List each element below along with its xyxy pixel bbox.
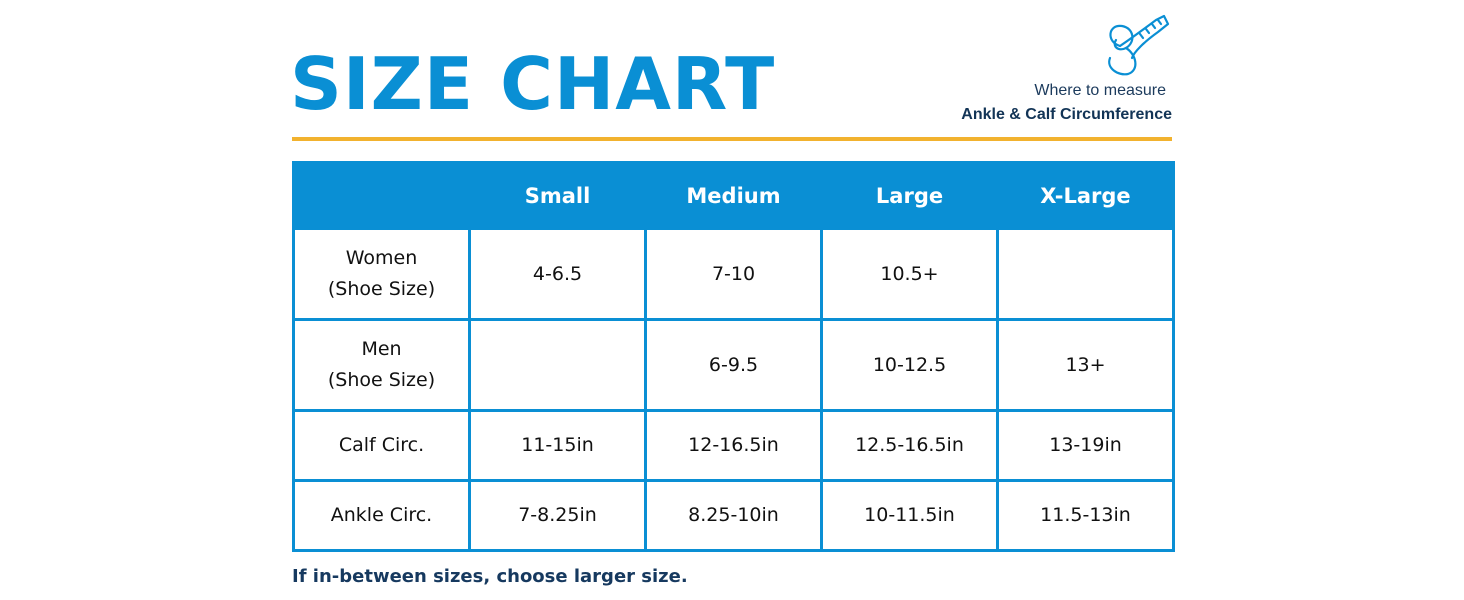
table-cell: 11.5-13in <box>996 479 1175 552</box>
table-header-row: Small Medium Large X-Large <box>292 161 1175 230</box>
row-label-line: Men <box>361 338 402 360</box>
measure-hint-line2: Ankle & Calf Circumference <box>961 106 1172 123</box>
row-label-line: Calf Circ. <box>338 434 425 456</box>
row-label: Men (Shoe Size) <box>292 318 471 412</box>
row-label: Calf Circ. <box>292 409 471 482</box>
title-divider <box>292 137 1172 141</box>
table-cell: 7-10 <box>644 227 823 321</box>
table-cell: 10-12.5 <box>820 318 999 412</box>
table-cell: 11-15in <box>468 409 647 482</box>
row-label: Women (Shoe Size) <box>292 227 471 321</box>
header-cell-small: Small <box>468 161 647 230</box>
row-label-line: Women <box>345 247 418 269</box>
table-row-calf: Calf Circ. 11-15in 12-16.5in 12.5-16.5in… <box>292 409 1175 482</box>
measure-hint: Where to measure Ankle & Calf Circumfere… <box>912 12 1172 127</box>
table-cell: 8.25-10in <box>644 479 823 552</box>
row-label: Ankle Circ. <box>292 479 471 552</box>
table-cell: 4-6.5 <box>468 227 647 321</box>
table-cell: 12.5-16.5in <box>820 409 999 482</box>
table-cell: 10-11.5in <box>820 479 999 552</box>
page-title: SIZE CHART <box>290 42 776 126</box>
table-row-ankle: Ankle Circ. 7-8.25in 8.25-10in 10-11.5in… <box>292 479 1175 552</box>
table-cell <box>996 227 1175 321</box>
measure-hint-line1: Where to measure <box>1034 82 1166 99</box>
size-table: Small Medium Large X-Large Women (Shoe S… <box>292 161 1175 552</box>
table-cell: 12-16.5in <box>644 409 823 482</box>
row-label-line: (Shoe Size) <box>327 278 436 300</box>
row-label-line: Ankle Circ. <box>330 504 433 526</box>
row-label-line: (Shoe Size) <box>327 369 436 391</box>
table-cell: 13+ <box>996 318 1175 412</box>
table-cell: 10.5+ <box>820 227 999 321</box>
table-cell: 7-8.25in <box>468 479 647 552</box>
table-cell <box>468 318 647 412</box>
header-cell-empty <box>292 161 471 230</box>
table-cell: 13-19in <box>996 409 1175 482</box>
header-cell-xlarge: X-Large <box>996 161 1175 230</box>
measuring-tape-icon <box>1108 14 1170 76</box>
header-cell-medium: Medium <box>644 161 823 230</box>
header-cell-large: Large <box>820 161 999 230</box>
footnote: If in-between sizes, choose larger size. <box>292 566 688 587</box>
table-cell: 6-9.5 <box>644 318 823 412</box>
table-row-women: Women (Shoe Size) 4-6.5 7-10 10.5+ <box>292 227 1175 321</box>
table-row-men: Men (Shoe Size) 6-9.5 10-12.5 13+ <box>292 318 1175 412</box>
